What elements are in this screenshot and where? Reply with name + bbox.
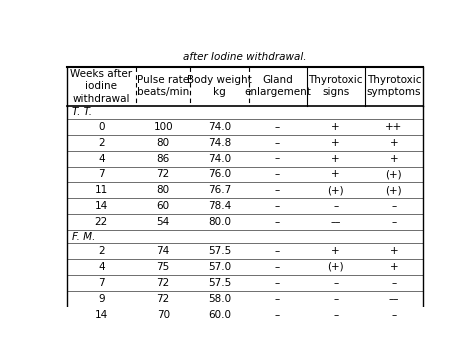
Text: 75: 75 [156, 262, 170, 272]
Text: 86: 86 [156, 154, 170, 164]
Text: 4: 4 [98, 154, 105, 164]
Text: –: – [391, 310, 396, 320]
Text: (+): (+) [328, 262, 344, 272]
Text: F. M.: F. M. [72, 231, 95, 241]
Text: 4: 4 [98, 262, 105, 272]
Text: –: – [333, 278, 338, 288]
Text: 14: 14 [95, 201, 108, 211]
Text: (+): (+) [385, 169, 402, 179]
Text: 74.0: 74.0 [208, 154, 231, 164]
Text: ––: –– [330, 217, 341, 227]
Text: 11: 11 [95, 185, 108, 195]
Text: –: – [275, 310, 280, 320]
Text: –: – [275, 201, 280, 211]
Text: T. T.: T. T. [72, 107, 92, 117]
Text: 57.0: 57.0 [208, 262, 231, 272]
Text: –: – [275, 169, 280, 179]
Text: 57.5: 57.5 [208, 246, 231, 256]
Text: 22: 22 [95, 217, 108, 227]
Text: 80: 80 [156, 138, 170, 148]
Text: 2: 2 [98, 138, 105, 148]
Text: –: – [333, 201, 338, 211]
Text: 74.0: 74.0 [208, 122, 231, 132]
Text: 60: 60 [156, 201, 170, 211]
Text: ––: –– [389, 294, 399, 304]
Text: –: – [391, 278, 396, 288]
Text: –: – [275, 154, 280, 164]
Text: +: + [331, 154, 340, 164]
Text: +: + [390, 138, 398, 148]
Text: Thyrotoxic
symptoms: Thyrotoxic symptoms [366, 75, 421, 98]
Text: –: – [275, 294, 280, 304]
Text: –: – [275, 278, 280, 288]
Text: –: – [333, 294, 338, 304]
Text: 57.5: 57.5 [208, 278, 231, 288]
Text: 2: 2 [98, 246, 105, 256]
Text: –: – [275, 185, 280, 195]
Text: ++: ++ [385, 122, 402, 132]
Text: +: + [390, 262, 398, 272]
Text: 78.4: 78.4 [208, 201, 231, 211]
Text: –: – [391, 217, 396, 227]
Text: –: – [275, 262, 280, 272]
Text: 7: 7 [98, 278, 105, 288]
Text: 76.7: 76.7 [208, 185, 231, 195]
Text: Weeks after
iodine
withdrawal: Weeks after iodine withdrawal [70, 69, 132, 104]
Text: 60.0: 60.0 [208, 310, 231, 320]
Text: +: + [331, 169, 340, 179]
Text: +: + [331, 122, 340, 132]
Text: 7: 7 [98, 169, 105, 179]
Text: –: – [333, 310, 338, 320]
Text: after Iodine withdrawal.: after Iodine withdrawal. [183, 52, 307, 62]
Text: 14: 14 [95, 310, 108, 320]
Text: 100: 100 [154, 122, 173, 132]
Text: +: + [390, 154, 398, 164]
Text: 72: 72 [156, 294, 170, 304]
Text: 70: 70 [156, 310, 170, 320]
Text: 76.0: 76.0 [208, 169, 231, 179]
Text: 80.0: 80.0 [208, 217, 231, 227]
Text: –: – [275, 217, 280, 227]
Text: 80: 80 [156, 185, 170, 195]
Text: 58.0: 58.0 [208, 294, 231, 304]
Text: 72: 72 [156, 278, 170, 288]
Text: (+): (+) [328, 185, 344, 195]
Text: –: – [275, 246, 280, 256]
Text: +: + [331, 246, 340, 256]
Text: 0: 0 [98, 122, 105, 132]
Text: –: – [391, 201, 396, 211]
Text: 74.8: 74.8 [208, 138, 231, 148]
Text: Gland
enlargement: Gland enlargement [244, 75, 311, 98]
Text: Pulse rate
beats/min: Pulse rate beats/min [137, 75, 189, 98]
Text: +: + [390, 246, 398, 256]
Text: –: – [275, 122, 280, 132]
Text: 9: 9 [98, 294, 105, 304]
Text: (+): (+) [385, 185, 402, 195]
Text: +: + [331, 138, 340, 148]
Text: –: – [275, 138, 280, 148]
Text: 72: 72 [156, 169, 170, 179]
Text: 54: 54 [156, 217, 170, 227]
Text: Thyrotoxic
signs: Thyrotoxic signs [309, 75, 363, 98]
Text: Body weight
kg: Body weight kg [187, 75, 252, 98]
Text: 74: 74 [156, 246, 170, 256]
